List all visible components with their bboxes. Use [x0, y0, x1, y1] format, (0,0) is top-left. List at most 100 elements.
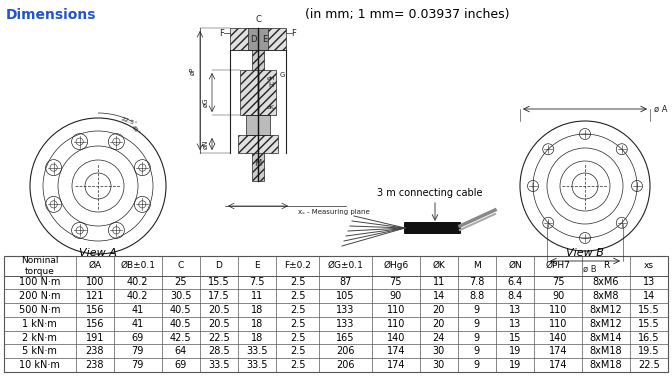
- Bar: [238, 135, 278, 153]
- Text: F: F: [292, 29, 296, 38]
- Text: 174: 174: [549, 346, 567, 356]
- Text: 64: 64: [175, 346, 187, 356]
- Text: 133: 133: [337, 305, 355, 315]
- Text: E: E: [255, 261, 260, 270]
- Text: 200 N·m: 200 N·m: [19, 291, 60, 301]
- Text: 8xM6: 8xM6: [593, 277, 619, 288]
- Text: 100 N·m: 100 N·m: [19, 277, 60, 288]
- Text: 20: 20: [433, 319, 445, 329]
- Text: 45°: 45°: [130, 124, 141, 136]
- Text: F: F: [220, 29, 224, 38]
- Text: 75: 75: [552, 277, 564, 288]
- Text: ØA: ØA: [88, 261, 101, 270]
- Text: 206: 206: [336, 346, 355, 356]
- Text: 16.5: 16.5: [638, 332, 660, 343]
- Text: 14: 14: [642, 291, 655, 301]
- Text: 20.5: 20.5: [208, 319, 230, 329]
- Text: 2 kN·m: 2 kN·m: [22, 332, 57, 343]
- Text: 174: 174: [549, 360, 567, 370]
- Text: 22.5: 22.5: [208, 332, 230, 343]
- Text: 9: 9: [474, 319, 480, 329]
- Text: 42.5: 42.5: [170, 332, 192, 343]
- Text: 140: 140: [549, 332, 567, 343]
- Text: 110: 110: [549, 305, 567, 315]
- Text: 174: 174: [386, 346, 405, 356]
- Bar: [230, 28, 286, 50]
- Text: C: C: [177, 261, 184, 270]
- Text: 15.5: 15.5: [208, 277, 230, 288]
- Bar: [252, 50, 264, 181]
- Text: 133: 133: [337, 319, 355, 329]
- Text: 100: 100: [85, 277, 104, 288]
- Text: 19.5: 19.5: [638, 346, 660, 356]
- Text: øN: øN: [203, 139, 209, 149]
- Text: View B: View B: [566, 248, 604, 258]
- Text: ø B: ø B: [583, 265, 597, 274]
- Text: 25: 25: [175, 277, 187, 288]
- Text: 9: 9: [474, 305, 480, 315]
- Text: 69: 69: [175, 360, 187, 370]
- Text: 90: 90: [390, 291, 402, 301]
- Text: 41: 41: [132, 305, 144, 315]
- Text: 15.5: 15.5: [638, 319, 660, 329]
- Text: G: G: [280, 72, 286, 78]
- Text: xₛ - Measuring plane: xₛ - Measuring plane: [298, 209, 370, 215]
- Text: 8xM8: 8xM8: [593, 291, 619, 301]
- Text: 2.5: 2.5: [290, 360, 306, 370]
- Bar: [248, 28, 268, 50]
- Text: 24: 24: [433, 332, 445, 343]
- Text: 2.5: 2.5: [290, 346, 306, 356]
- Text: 79: 79: [132, 360, 144, 370]
- Text: 191: 191: [85, 332, 104, 343]
- Text: 156: 156: [85, 319, 104, 329]
- Text: D: D: [216, 261, 222, 270]
- Text: M: M: [473, 261, 480, 270]
- Text: 2.5: 2.5: [290, 332, 306, 343]
- Text: 7.8: 7.8: [469, 277, 485, 288]
- Text: 8xM12: 8xM12: [589, 305, 622, 315]
- Text: 30.5: 30.5: [170, 291, 192, 301]
- Text: 40.5: 40.5: [170, 305, 192, 315]
- Text: 79: 79: [132, 346, 144, 356]
- Text: 33.5: 33.5: [247, 346, 268, 356]
- Text: ØPH7: ØPH7: [546, 261, 571, 270]
- Text: 40.2: 40.2: [127, 291, 149, 301]
- Text: ØG±0.1: ØG±0.1: [328, 261, 364, 270]
- Text: 238: 238: [85, 346, 104, 356]
- Text: 8xM14: 8xM14: [589, 332, 622, 343]
- Text: 9: 9: [474, 360, 480, 370]
- Text: 17.5: 17.5: [208, 291, 230, 301]
- Text: Dimensions: Dimensions: [6, 8, 97, 22]
- Text: 19: 19: [509, 346, 521, 356]
- Text: øP: øP: [190, 66, 196, 75]
- Bar: [246, 115, 270, 135]
- Text: 14: 14: [433, 291, 445, 301]
- Text: 40.5: 40.5: [170, 319, 192, 329]
- Text: Nominal
torque: Nominal torque: [21, 256, 58, 276]
- Text: 69: 69: [132, 332, 144, 343]
- Text: 11: 11: [433, 277, 445, 288]
- Text: 30: 30: [433, 346, 445, 356]
- Text: 28.5: 28.5: [208, 346, 230, 356]
- Text: øK: øK: [267, 105, 275, 109]
- Text: 238: 238: [85, 360, 104, 370]
- Text: 110: 110: [386, 319, 405, 329]
- Text: 87: 87: [339, 277, 351, 288]
- Text: 110: 110: [549, 319, 567, 329]
- Text: 90: 90: [552, 291, 564, 301]
- Text: 20.5: 20.5: [208, 305, 230, 315]
- Text: 18: 18: [251, 319, 263, 329]
- Text: View A: View A: [79, 248, 117, 258]
- FancyBboxPatch shape: [404, 222, 461, 234]
- Text: ØB±0.1: ØB±0.1: [120, 261, 155, 270]
- Text: 8xM18: 8xM18: [589, 346, 622, 356]
- Text: 41: 41: [132, 319, 144, 329]
- Text: 174: 174: [386, 360, 405, 370]
- Text: D: D: [250, 35, 256, 44]
- Text: øH: øH: [267, 76, 276, 80]
- Text: ØK: ØK: [432, 261, 445, 270]
- Text: 13: 13: [509, 319, 521, 329]
- Text: 75: 75: [390, 277, 402, 288]
- Text: 18: 18: [251, 332, 263, 343]
- Text: 8xM18: 8xM18: [589, 360, 622, 370]
